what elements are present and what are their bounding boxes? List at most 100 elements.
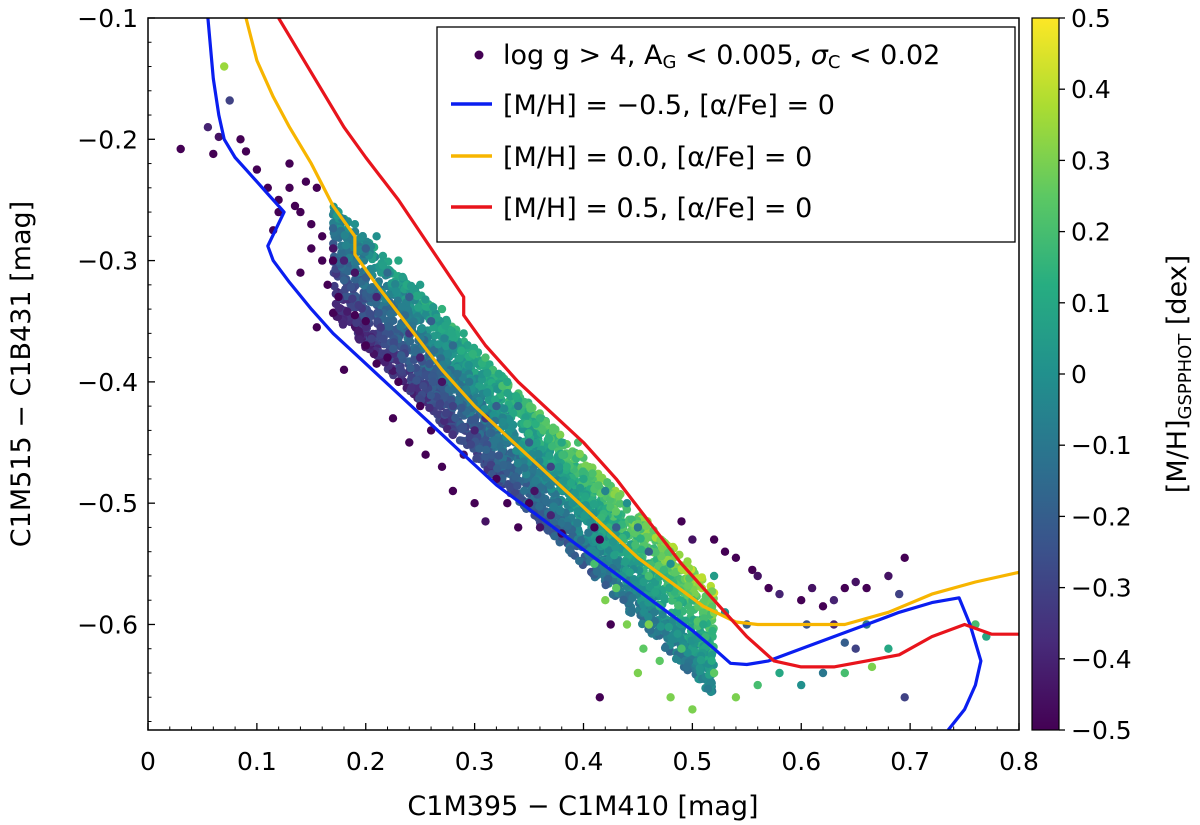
density-point	[494, 369, 503, 378]
density-point	[523, 419, 532, 429]
scatter-point	[753, 680, 762, 690]
density-point	[389, 344, 398, 353]
scatter-point	[312, 323, 321, 332]
density-point	[366, 285, 375, 294]
density-point	[487, 450, 497, 460]
scatter-point	[416, 353, 425, 362]
density-point	[499, 460, 508, 470]
x-tick-label: 0.1	[237, 747, 277, 776]
density-point	[584, 528, 593, 537]
y-tick-label: −0.5	[77, 489, 138, 518]
density-point	[407, 384, 416, 393]
density-point	[573, 518, 582, 528]
density-point	[641, 521, 651, 531]
scatter-point	[296, 268, 305, 277]
density-point	[475, 444, 484, 453]
scatter-point	[900, 553, 909, 562]
scatter-point	[530, 486, 539, 496]
scatter-point	[328, 256, 338, 265]
density-point	[339, 276, 349, 285]
scatter-point	[448, 341, 458, 350]
x-tick-label: 0.6	[781, 747, 821, 776]
density-point	[682, 662, 692, 671]
scatter-point	[862, 583, 871, 593]
density-point	[330, 281, 339, 291]
scatter-point	[731, 693, 741, 702]
density-point	[660, 643, 670, 652]
scatter-point	[312, 183, 321, 192]
scatter-point	[437, 462, 447, 471]
density-point	[396, 322, 405, 331]
x-ticks: 0 0.1 0.2 0.3 0.4 0.5 0.6 0.7 0.8	[140, 723, 1039, 776]
density-point	[566, 478, 576, 488]
density-point	[638, 619, 647, 629]
density-point	[425, 403, 434, 413]
density-point	[376, 268, 386, 277]
scatter-point	[764, 583, 773, 593]
scatter-point	[601, 486, 610, 496]
density-point	[622, 505, 632, 514]
density-point	[328, 224, 338, 233]
scatter-point	[459, 329, 468, 338]
density-point	[581, 492, 590, 501]
density-point	[631, 540, 640, 549]
scatter-point	[612, 583, 621, 593]
legend-label-scatter: log g > 4, AG < 0.005, σC < 0.02	[503, 40, 940, 73]
density-point	[463, 341, 472, 350]
density-point	[690, 589, 700, 599]
density-point	[334, 303, 344, 313]
scatter-point	[644, 620, 653, 629]
density-point	[695, 664, 704, 673]
density-point	[536, 483, 545, 492]
scatter-point	[285, 183, 294, 192]
density-point	[391, 287, 401, 296]
density-point	[707, 656, 716, 665]
scatter-point	[807, 583, 817, 593]
density-point	[405, 337, 415, 346]
scatter-point	[361, 317, 370, 326]
scatter-point	[318, 232, 327, 241]
plot-area: 0 0.1 0.2 0.3 0.4 0.5 0.6 0.7 0.8 −0.1−0.2−0.3−0…	[77, 4, 1039, 776]
density-point	[556, 430, 565, 439]
scatter-point	[448, 401, 458, 411]
colorbar-ticks: 0.5 0.4 0.3 0.2 0.1 0 −0.1 −0.2 −0.3 −0.4 −0.5	[1059, 4, 1132, 745]
density-point	[472, 454, 481, 463]
density-point	[637, 545, 646, 554]
density-point	[447, 329, 456, 338]
scatter-point	[851, 577, 860, 587]
density-point	[555, 506, 565, 516]
colorbar-label: [M/H]GSPPHOT [dex]	[1162, 255, 1196, 493]
scatter-point	[421, 450, 430, 459]
density-point	[384, 322, 393, 331]
density-point	[350, 275, 360, 284]
density-point	[493, 464, 502, 473]
density-point	[389, 338, 398, 347]
density-point	[659, 565, 668, 575]
scatter-point	[350, 268, 360, 277]
density-point	[374, 308, 383, 318]
density-point	[656, 622, 665, 631]
legend: log g > 4, AG < 0.005, σC < 0.02 [M/H] =…	[436, 26, 1016, 243]
density-point	[547, 442, 557, 451]
scatter-point	[383, 268, 392, 277]
scatter-point	[203, 123, 213, 132]
density-point	[414, 303, 423, 312]
density-point	[524, 429, 533, 438]
scatter-point	[361, 341, 370, 350]
colorbar-tick-label: 0.4	[1071, 75, 1111, 104]
density-point	[365, 309, 374, 318]
density-point	[550, 532, 559, 541]
density-point	[576, 536, 586, 545]
scatter-point	[535, 414, 545, 423]
density-point	[651, 548, 660, 557]
density-point	[435, 401, 444, 411]
colorbar-tick-label: −0.1	[1071, 431, 1132, 460]
density-point	[659, 593, 669, 602]
scatter-point	[481, 353, 490, 362]
scatter-point	[437, 377, 447, 387]
colorbar-tick-label: −0.3	[1071, 574, 1132, 603]
density-point	[658, 610, 667, 619]
scatter-point	[405, 438, 414, 447]
density-point	[417, 324, 426, 334]
scatter-point	[644, 547, 653, 556]
